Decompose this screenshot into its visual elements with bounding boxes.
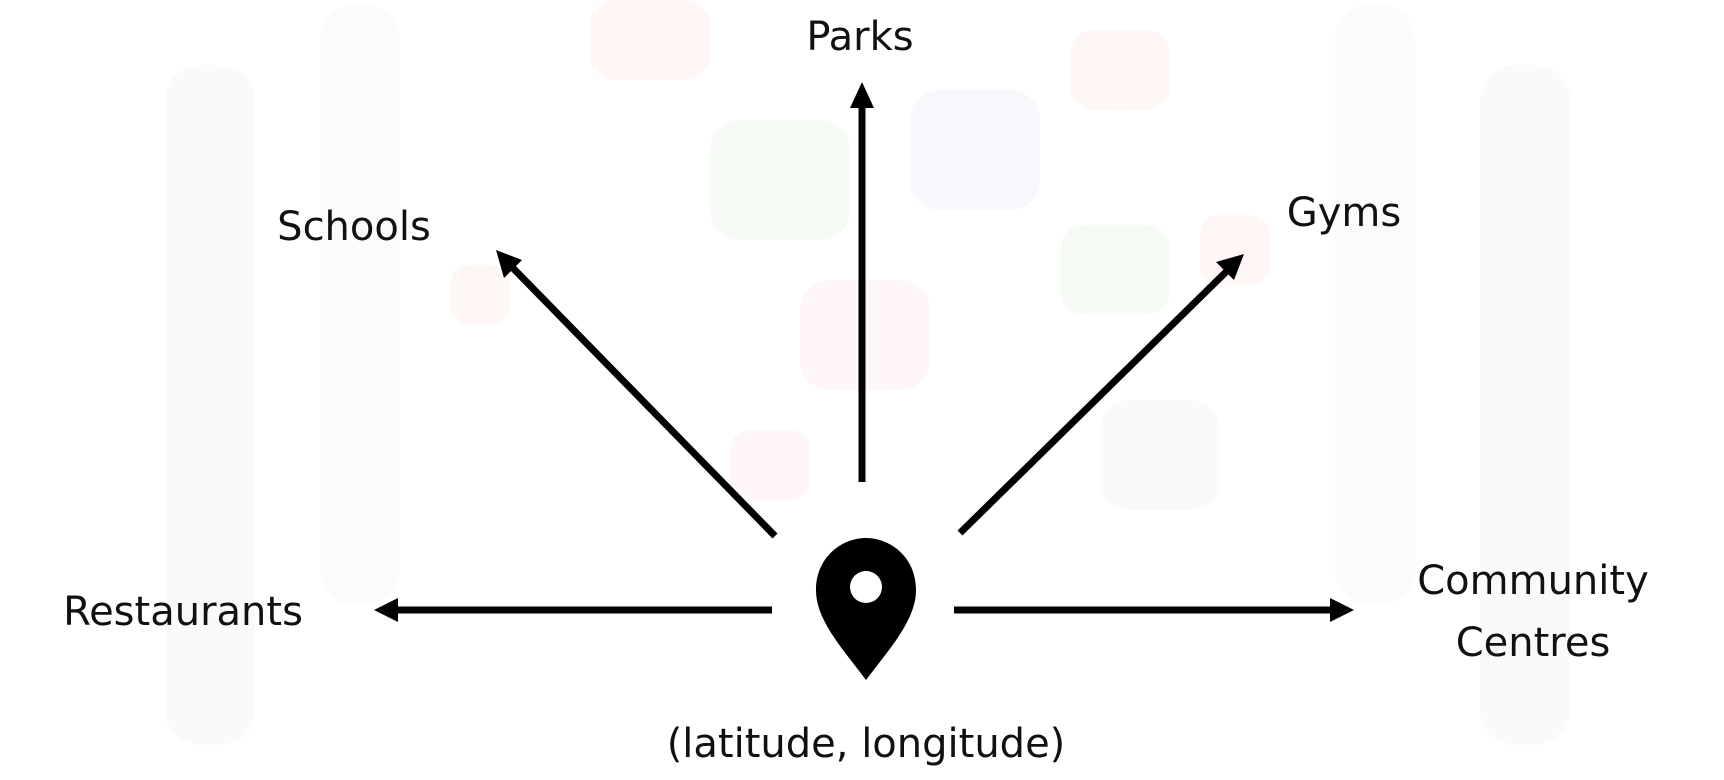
label-gyms: Gyms xyxy=(1287,190,1401,236)
arrow-shaft xyxy=(957,265,1233,536)
arrow-head xyxy=(374,598,398,622)
label-schools: Schools xyxy=(277,204,431,250)
arrow-head xyxy=(850,82,874,108)
arrow-head xyxy=(1330,598,1354,622)
center-location-label: (latitude, longitude) xyxy=(667,721,1066,767)
label-community-centres-line2: Centres xyxy=(1456,620,1611,666)
arrow-to-community-centres xyxy=(954,598,1354,622)
arrow-to-restaurants xyxy=(374,598,772,622)
arrow-head xyxy=(496,250,522,278)
arrow-head xyxy=(1216,254,1244,280)
map-pin-icon xyxy=(816,538,916,680)
label-parks: Parks xyxy=(806,14,913,60)
arrow-shaft xyxy=(505,260,778,539)
label-community-centres-line1: Community xyxy=(1417,558,1649,604)
arrow-to-gyms xyxy=(957,254,1244,536)
arrow-to-parks xyxy=(850,82,874,482)
arrow-to-schools xyxy=(496,250,778,539)
label-restaurants: Restaurants xyxy=(63,589,303,635)
